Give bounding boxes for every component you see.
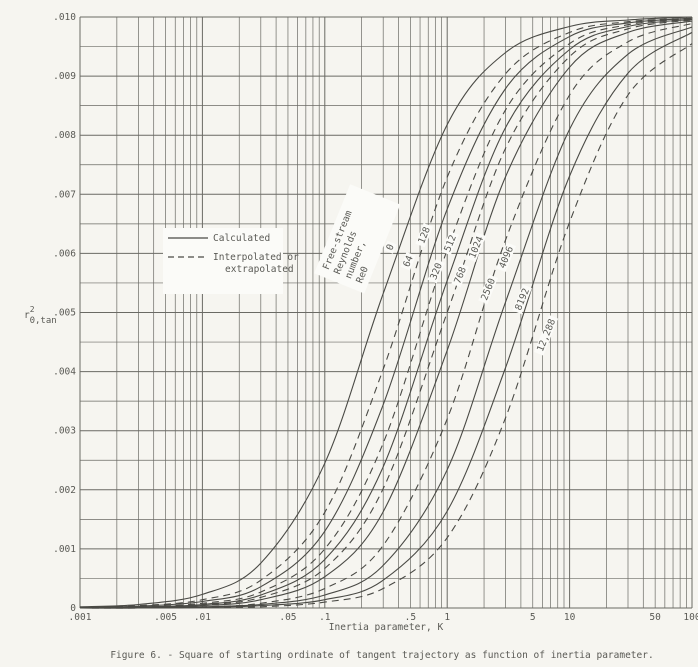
series-label-bg <box>466 232 487 263</box>
x-tick-labels: .001 .005 .01 .05 .1 .5 1 5 10 50 100 <box>69 612 698 623</box>
series-label-bg <box>441 231 459 256</box>
series-line-re-768 <box>79 19 693 609</box>
series-label-group: 12,288 <box>534 314 559 356</box>
series-label-group: 128 <box>415 223 433 248</box>
series-label-group: 64 <box>400 251 416 271</box>
series-label: 12,288 <box>535 317 558 353</box>
series-label-bg <box>383 240 397 254</box>
series-line-re-128 <box>79 17 693 608</box>
series-label-group: 2560 <box>478 274 499 305</box>
x-tick-label: .5 <box>405 612 416 623</box>
legend-extrapolated: extrapolated <box>225 264 294 275</box>
series-line-re-64 <box>79 17 693 608</box>
series-line-re-320 <box>79 18 693 608</box>
series-label: 0 <box>384 242 396 252</box>
series-header: Free-stream Reynolds number, Re0 <box>314 184 401 294</box>
y-tick-label: .006 <box>53 248 76 259</box>
y-tick-label: .009 <box>53 71 76 82</box>
y-tick-label: .003 <box>53 426 76 437</box>
grid <box>79 16 693 609</box>
series-label-bg <box>427 259 445 284</box>
series-label-bg <box>512 284 533 315</box>
y-axis-label: r2 0,tan <box>24 305 57 326</box>
x-tick-label: 50 <box>649 612 661 623</box>
curves <box>79 16 693 609</box>
x-tick-label: .05 <box>279 612 296 623</box>
y-tick-label: .004 <box>53 367 76 378</box>
y-tick-label: .001 <box>53 544 76 555</box>
series-line-re-0 <box>79 16 693 608</box>
series-label: 1024 <box>467 235 486 261</box>
series-label: 64 <box>401 254 416 269</box>
x-tick-label: .005 <box>154 612 177 623</box>
y-tick-label: 0 <box>70 603 76 614</box>
series-label: 2560 <box>479 277 498 303</box>
y-tick-labels: 0 .001 .002 .003 .004 .005 .006 .007 .008 .009 .01… <box>53 12 76 614</box>
series-label-group: 4096 <box>496 242 517 273</box>
series-label: 4096 <box>497 245 516 271</box>
series-label-bg <box>400 251 416 271</box>
series-label-bg <box>534 314 559 356</box>
x-tick-label: 10 <box>564 612 576 623</box>
x-tick-label: .1 <box>319 612 331 623</box>
x-axis-label: Inertia parameter, K <box>329 622 444 633</box>
series-label-group: 8192 <box>512 284 533 315</box>
y-tick-label: .002 <box>53 485 76 496</box>
y-tick-label: .010 <box>53 12 76 23</box>
x-tick-label: .01 <box>194 612 211 623</box>
series-label-group: 320 <box>427 259 445 284</box>
series-line-re-1024 <box>79 20 693 609</box>
x-tick-label: 1 <box>444 612 450 623</box>
legend: Calculated Interpolated or extrapolated <box>163 228 299 294</box>
series-line-re-12288 <box>79 43 693 609</box>
y-tick-label: .007 <box>53 189 76 200</box>
series-label-bg <box>478 274 499 305</box>
x-tick-label: 100 <box>683 612 698 623</box>
series-line-re-4096 <box>79 26 693 609</box>
y-tick-label: .008 <box>53 130 76 141</box>
series-line-re-8192 <box>79 31 693 609</box>
legend-calculated: Calculated <box>213 233 270 244</box>
series-label-group: 0 <box>383 240 397 254</box>
x-tick-label: 5 <box>530 612 536 623</box>
series-label-bg <box>496 242 517 273</box>
legend-interpolated: Interpolated or <box>213 252 299 263</box>
series-label: 8192 <box>513 287 532 312</box>
series-line-re-2560 <box>79 22 693 609</box>
series-label-bg <box>415 223 433 248</box>
x-tick-label: .001 <box>69 612 92 623</box>
y-tick-label: .005 <box>53 308 76 319</box>
series-label-group: 768 <box>451 263 469 288</box>
figure-caption: Figure 6. - Square of starting ordinate … <box>110 650 653 661</box>
series-label-bg <box>451 263 469 288</box>
